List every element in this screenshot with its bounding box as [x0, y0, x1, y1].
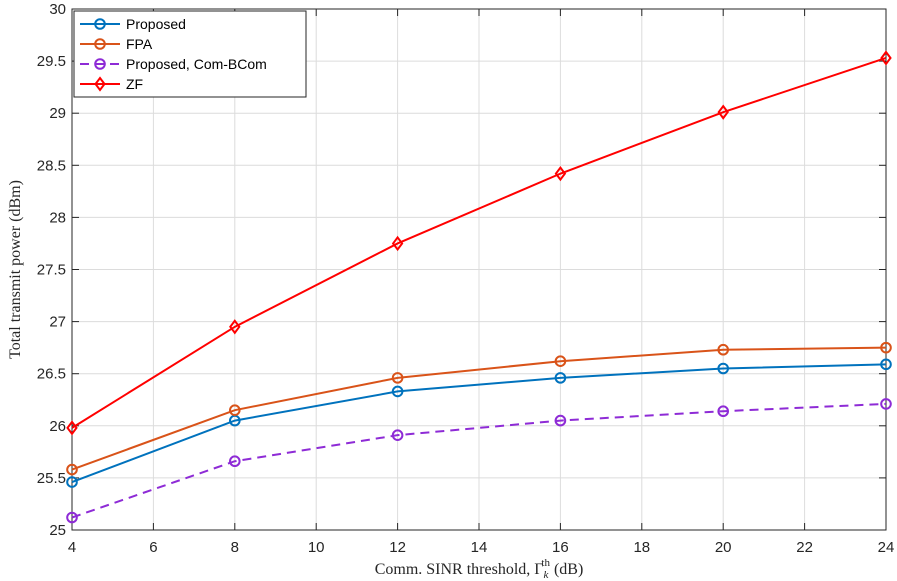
legend-label-proposed-com-bcom: Proposed, Com-BCom	[126, 56, 267, 72]
x-axis-label-main: Comm. SINR threshold, Γ	[375, 561, 544, 578]
legend-label-zf: ZF	[126, 76, 143, 92]
data-point-proposed-com-bcom	[66, 511, 78, 524]
series-line-fpa	[71, 346, 887, 471]
y-tick-label: 29.5	[37, 53, 66, 70]
x-tick-label: 22	[796, 539, 813, 556]
legend-marker-zf	[94, 76, 106, 92]
data-point-zf	[391, 235, 404, 252]
y-tick-label: 25.5	[37, 470, 66, 487]
y-tick-label: 27.5	[37, 262, 66, 279]
y-tick-label: 26	[49, 418, 66, 435]
series-fpa	[66, 341, 892, 476]
series-proposed-com-bcom	[66, 398, 892, 524]
y-tick-label: 28.5	[37, 157, 66, 174]
data-point-proposed-com-bcom	[717, 405, 730, 418]
x-tick-label: 4	[68, 539, 76, 556]
x-tick-label: 24	[878, 539, 895, 556]
y-tick-label: 26.5	[37, 366, 66, 383]
x-axis-label-subscript: k	[544, 569, 550, 581]
legend-marker-fpa	[94, 38, 106, 50]
data-point-zf	[554, 165, 567, 182]
series-group	[66, 50, 892, 524]
y-tick-label: 29	[49, 105, 66, 122]
x-axis-label: Comm. SINR threshold, Γkth (dB)	[375, 557, 584, 581]
series-line-zf	[71, 57, 887, 429]
x-tick-label: 10	[308, 539, 325, 556]
data-point-fpa	[554, 355, 567, 367]
x-tick-label: 8	[231, 539, 239, 556]
x-tick-label: 6	[149, 539, 157, 556]
data-point-proposed-com-bcom	[880, 398, 892, 410]
series-line-proposed-com-bcom	[71, 402, 887, 519]
data-point-proposed-com-bcom	[229, 455, 241, 468]
data-point-proposed-com-bcom	[554, 414, 567, 427]
data-point-fpa	[66, 463, 78, 476]
legend-label-proposed: Proposed	[126, 16, 186, 32]
data-point-zf	[66, 420, 78, 436]
y-axis-label: Total transmit power (dBm)	[7, 180, 24, 359]
x-tick-label: 14	[471, 539, 488, 556]
data-point-zf	[880, 50, 892, 66]
legend-box	[73, 10, 307, 98]
data-point-proposed	[391, 385, 404, 398]
data-point-proposed	[66, 476, 78, 488]
data-point-fpa	[880, 341, 892, 354]
x-tick-label: 20	[715, 539, 732, 556]
x-tick-label: 16	[552, 539, 569, 556]
x-axis-label-suffix: (dB)	[550, 561, 583, 578]
x-axis-label-superscript: th	[541, 557, 550, 569]
data-point-fpa	[229, 404, 241, 416]
data-point-proposed	[880, 358, 892, 371]
data-point-fpa	[717, 343, 730, 356]
y-tick-label: 27	[49, 314, 66, 331]
data-point-zf	[717, 104, 729, 120]
x-tick-label: 18	[633, 539, 650, 556]
data-point-fpa	[391, 372, 404, 384]
data-point-proposed-com-bcom	[391, 429, 404, 441]
series-zf	[66, 50, 892, 436]
y-tick-label: 30	[49, 1, 66, 18]
legend-label-fpa: FPA	[126, 36, 153, 52]
legend-marker-proposed-com-bcom	[94, 58, 106, 70]
axis-ticks: 4 6 8 10 12 14 16 18 20 22 24 25 25.5 26 26.5 27 27.5 28 2…	[37, 1, 895, 556]
data-point-zf	[229, 319, 241, 335]
x-tick-label: 12	[389, 539, 406, 556]
legend: Proposed FPA Proposed, Com-BCom ZF	[73, 10, 307, 98]
y-tick-label: 25	[49, 522, 66, 539]
data-point-proposed	[554, 372, 567, 384]
legend-marker-proposed	[94, 18, 106, 30]
data-point-proposed	[717, 362, 730, 375]
y-tick-label: 28	[49, 209, 66, 226]
series-line-proposed	[71, 363, 887, 484]
series-proposed	[66, 358, 892, 488]
